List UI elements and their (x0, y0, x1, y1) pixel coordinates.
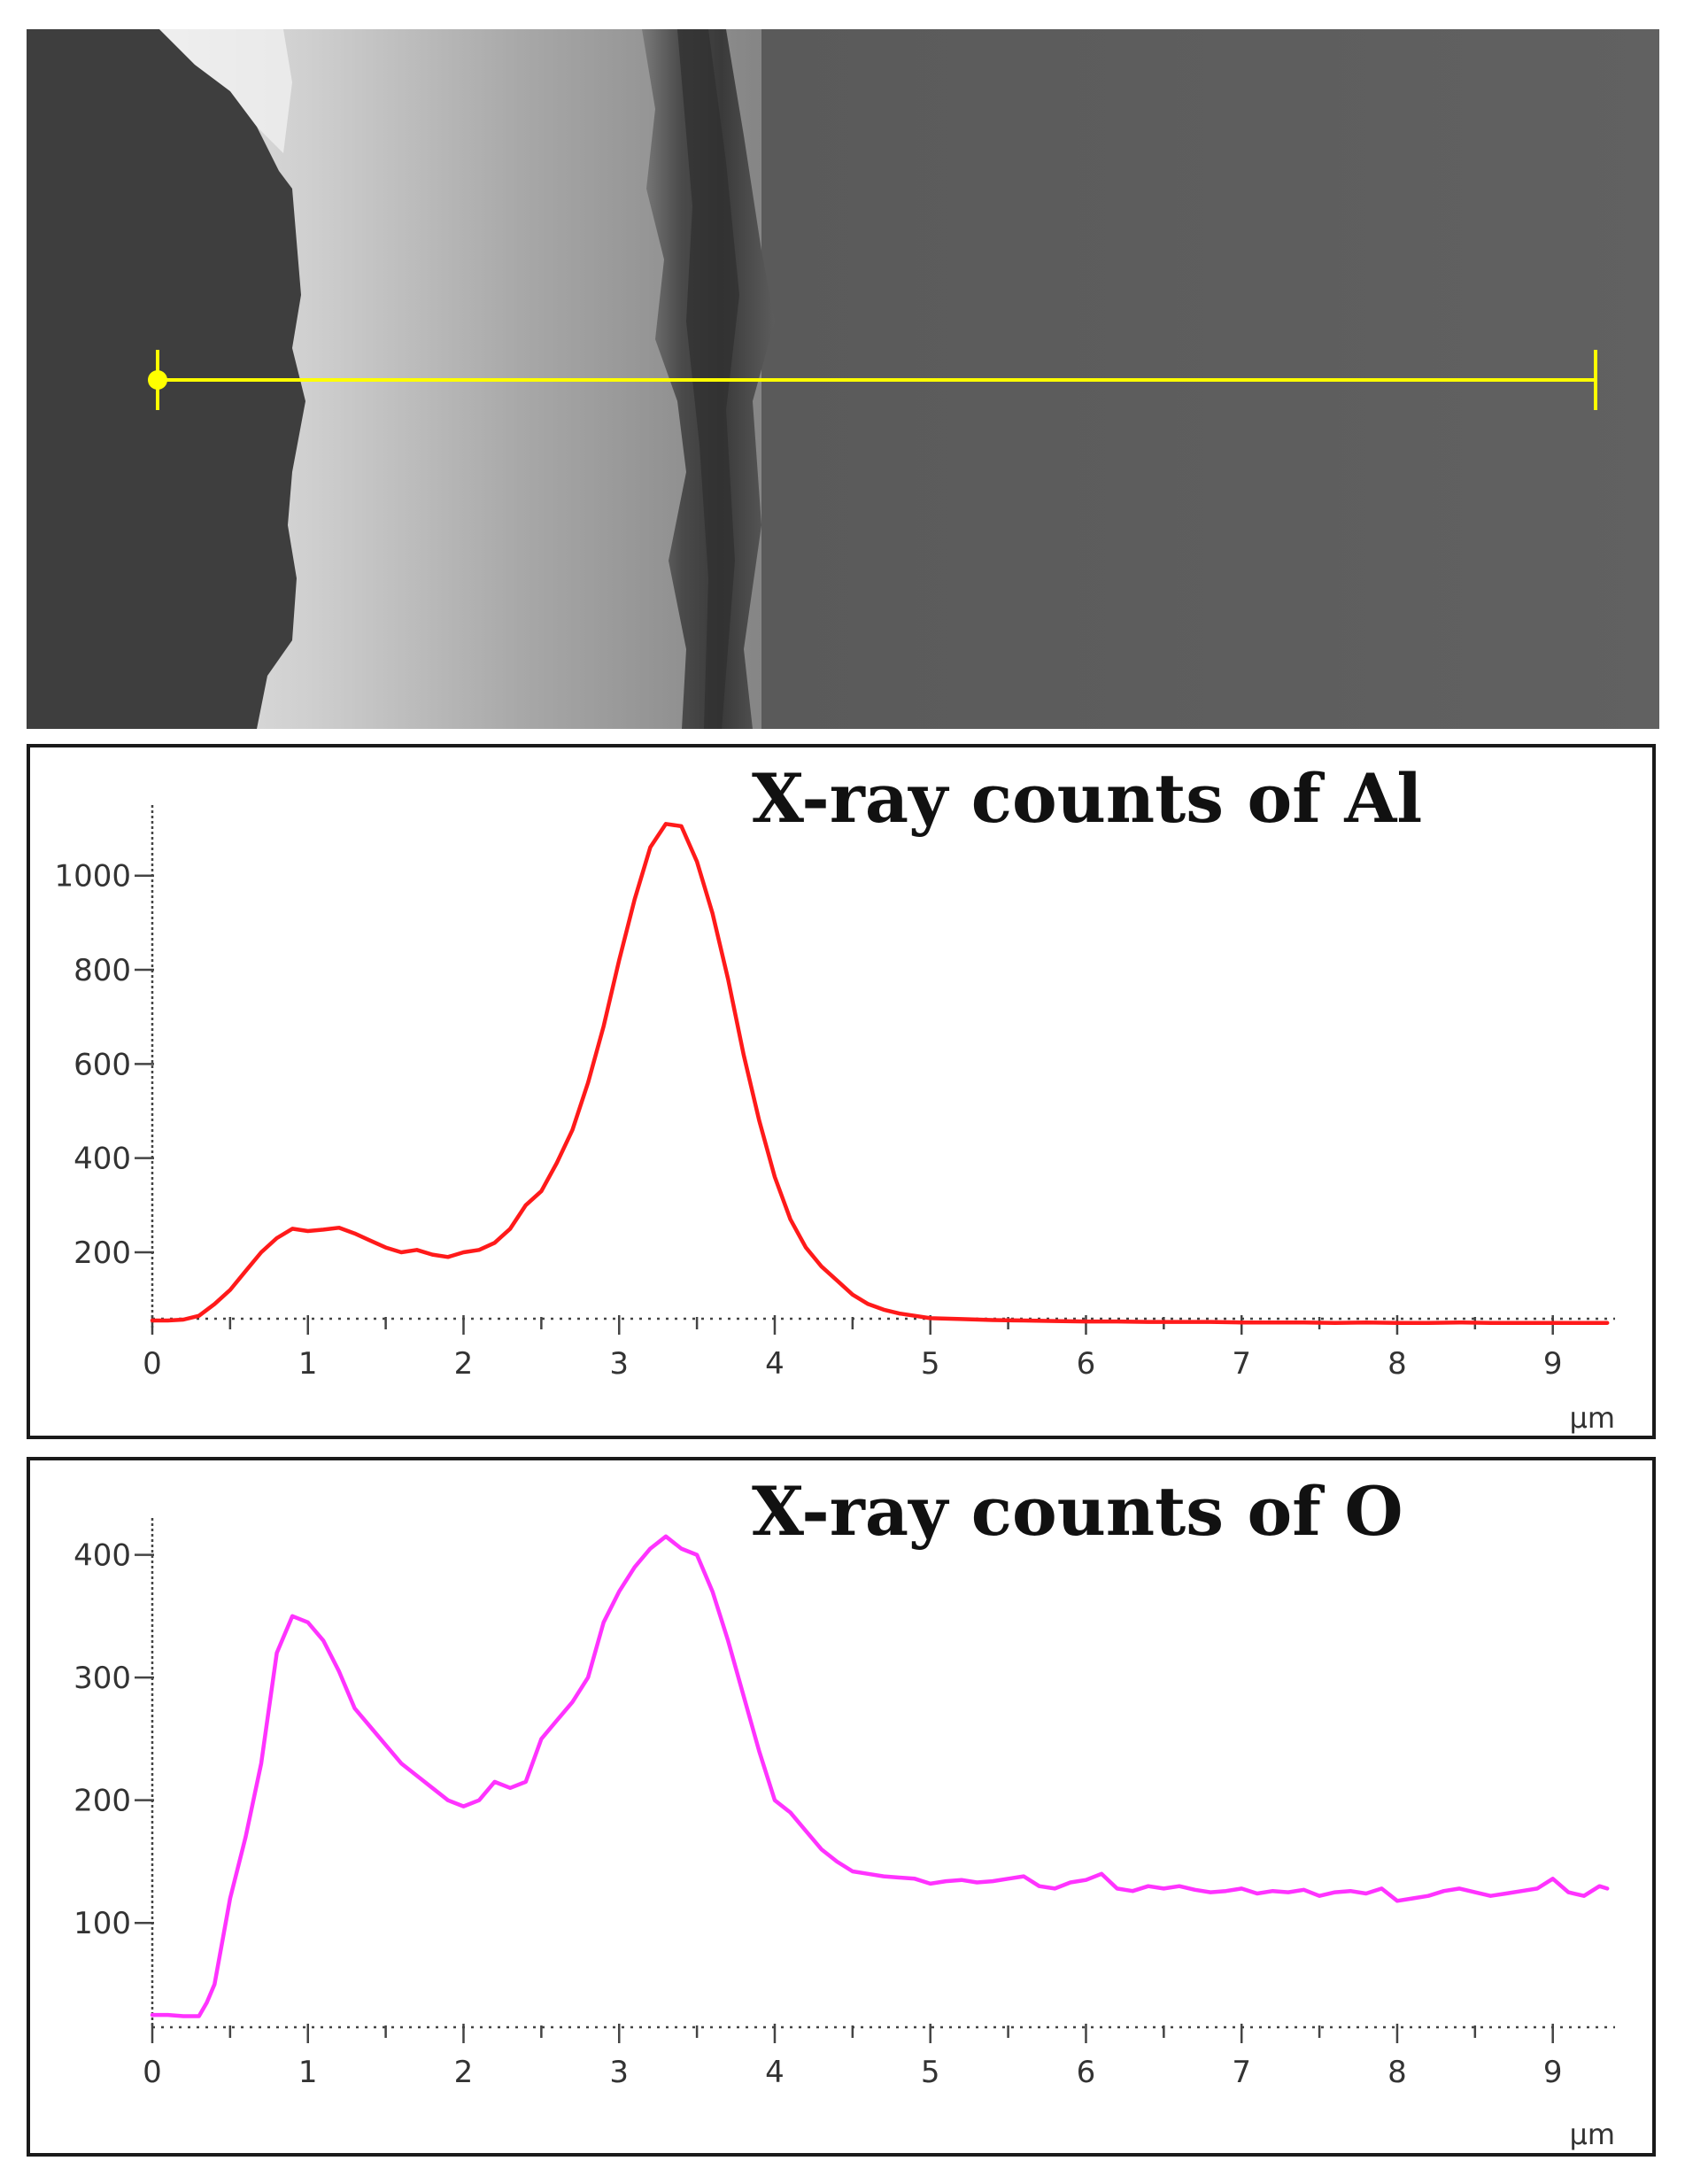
line-scan-start-dot (148, 370, 167, 390)
al-line-chart: X-ray counts of Al 0 1 2 3 4 5 6 7 8 9 200 400 600 80… (54, 759, 1615, 1435)
x-tick-label: 3 (609, 1346, 629, 1382)
series-line (150, 822, 1610, 1325)
x-tick-label: 0 (143, 2055, 162, 2090)
x-tick-label: 2 (454, 2055, 474, 2090)
chart-title: X-ray counts of O (752, 1472, 1403, 1551)
x-tick-label: 6 (1077, 1346, 1096, 1382)
x-tick-label: 9 (1543, 2055, 1563, 2090)
y-tick-label: 100 (73, 1906, 131, 1941)
chart-ticks (135, 874, 1554, 1335)
x-tick-label: 8 (1387, 1346, 1407, 1382)
x-tick-label: 7 (1232, 1346, 1251, 1382)
chart-series (150, 1534, 1610, 2018)
x-axis-unit-label: µm (1569, 2118, 1615, 2151)
x-tick-label: 4 (765, 1346, 785, 1382)
x-tick-label: 5 (921, 1346, 940, 1382)
x-tick-label: 2 (454, 1346, 474, 1382)
x-tick-label: 6 (1077, 2055, 1096, 2090)
x-tick-label: 9 (1543, 1346, 1563, 1382)
x-tick-label: 1 (298, 1346, 318, 1382)
chart-tick-labels: 0 1 2 3 4 5 6 7 8 9 100 200 300 400 (73, 1538, 1562, 2090)
y-tick-label: 200 (73, 1784, 131, 1819)
x-tick-label: 3 (609, 2055, 629, 2090)
x-tick-label: 1 (298, 2055, 318, 2090)
y-tick-label: 300 (73, 1661, 131, 1696)
sem-micrograph (27, 29, 1659, 729)
x-tick-label: 0 (143, 1346, 162, 1382)
coating-edge-highlight (159, 29, 292, 153)
y-tick-label: 800 (73, 953, 131, 988)
x-tick-label: 5 (921, 2055, 940, 2090)
o-chart-panel: X-ray counts of O 0 1 2 3 4 5 6 7 8 9 100 200 300 400… (27, 1457, 1656, 2157)
o-line-chart: X-ray counts of O 0 1 2 3 4 5 6 7 8 9 100 200 300 400… (73, 1472, 1615, 2151)
y-tick-label: 400 (73, 1142, 131, 1177)
chart-axes (151, 805, 1615, 1328)
x-axis-unit-label: µm (1569, 1401, 1615, 1435)
y-tick-label: 400 (73, 1538, 131, 1574)
chart-axes (151, 1518, 1615, 2029)
y-tick-label: 1000 (54, 859, 131, 895)
al-chart-panel: X-ray counts of Al 0 1 2 3 4 5 6 7 8 9 200 400 600 80… (27, 744, 1656, 1439)
series-line (150, 1534, 1610, 2018)
chart-title: X-ray counts of Al (752, 759, 1422, 838)
line-scan-marker (148, 350, 1597, 410)
y-tick-label: 600 (73, 1047, 131, 1082)
x-tick-label: 8 (1387, 2055, 1407, 2090)
chart-ticks (135, 1553, 1554, 2043)
x-tick-label: 4 (765, 2055, 785, 2090)
x-tick-label: 7 (1232, 2055, 1251, 2090)
y-tick-label: 200 (73, 1235, 131, 1271)
chart-tick-labels: 0 1 2 3 4 5 6 7 8 9 200 400 600 800 1000 (54, 859, 1562, 1382)
chart-series (150, 822, 1610, 1325)
